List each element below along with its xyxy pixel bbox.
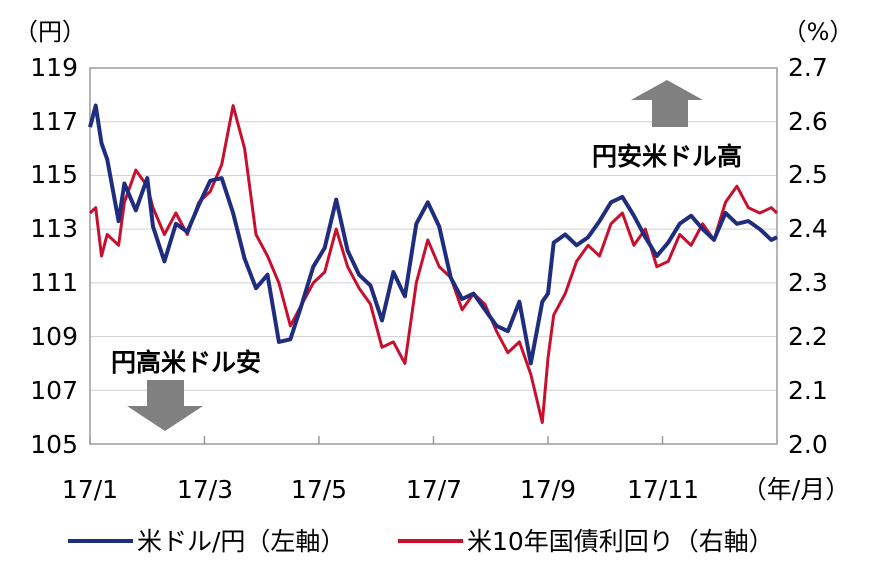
left-tick-label: 117 [30,107,78,136]
gridlines [90,67,777,445]
up-arrow-icon [631,80,703,127]
x-axis-unit: （年/月） [742,475,850,504]
x-tick-label: 17/1 [62,475,118,504]
x-tick-label: 17/9 [520,475,576,504]
series-line-usdjpy [88,103,778,366]
right-tick-label: 2.3 [788,268,828,297]
up-annotation-label: 円安米ドル高 [592,142,742,171]
right-tick-label: 2.2 [788,322,828,351]
x-tick-label: 17/7 [406,475,462,504]
legend-label-usdjpy: 米ドル/円（左軸） [137,527,345,556]
right-tick-label: 2.4 [788,214,828,243]
down-annotation: 円高米ドル安 [111,348,261,431]
left-axis-tick-labels: 105 107 109 111 113 115 117 119 [30,53,78,459]
legend-label-us10y: 米10年国債利回り（右軸） [467,527,774,556]
left-tick-label: 109 [30,322,78,351]
left-tick-label: 113 [30,214,78,243]
left-tick-label: 107 [30,376,78,405]
left-tick-label: 105 [30,430,78,459]
right-tick-label: 2.1 [788,376,828,405]
legend: 米ドル/円（左軸） 米10年国債利回り（右軸） [68,527,774,556]
x-tick-label: 17/3 [177,475,233,504]
right-tick-label: 2.7 [788,53,828,82]
x-tick-marks [89,436,664,444]
series-lines [88,103,779,424]
right-tick-label: 2.6 [788,107,828,136]
left-tick-label: 115 [30,160,78,189]
x-tick-label: 17/5 [291,475,347,504]
right-tick-label: 2.5 [788,160,828,189]
right-axis-tick-labels: 2.0 2.1 2.2 2.3 2.4 2.5 2.6 2.7 [788,53,828,459]
left-tick-label: 111 [30,268,78,297]
down-annotation-label: 円高米ドル安 [111,348,261,377]
right-tick-label: 2.0 [788,430,828,459]
right-axis-unit: （%） [783,18,854,46]
x-axis-tick-labels: 17/1 17/3 17/5 17/7 17/9 17/11 [62,475,699,504]
left-axis-unit: （円） [14,18,86,46]
down-arrow-icon [127,380,203,431]
x-tick-label: 17/11 [627,475,699,504]
up-annotation: 円安米ドル高 [592,80,742,171]
left-tick-label: 119 [30,53,78,82]
